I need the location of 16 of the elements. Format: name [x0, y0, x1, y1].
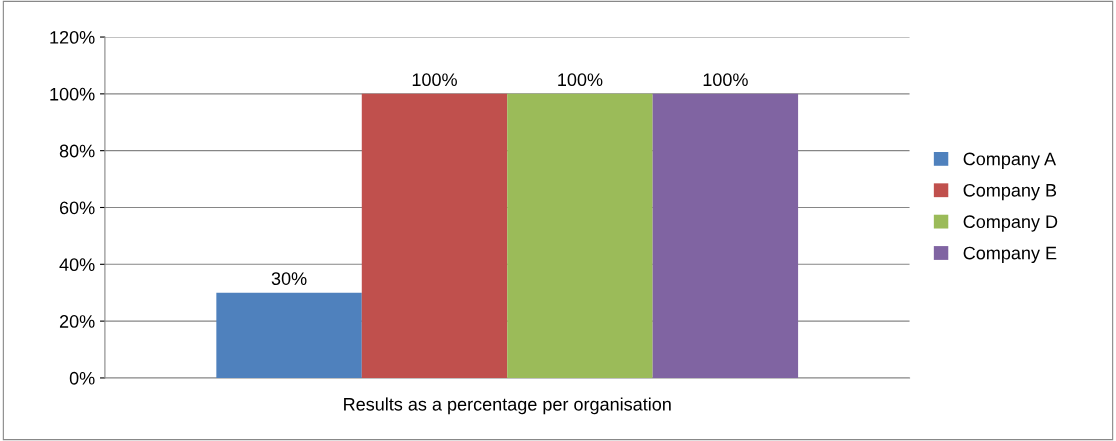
data-label: 100%: [558, 73, 603, 87]
legend-label: Company B: [963, 183, 1057, 201]
x-tick-label: Results as a percentage per organisation: [344, 397, 671, 415]
y-tick-label: 80%: [59, 144, 95, 158]
legend-label: Company A: [963, 152, 1057, 169]
data-label: 30%: [271, 272, 307, 285]
y-tick-label: 0%: [69, 371, 95, 385]
data-label: 100%: [412, 73, 457, 87]
y-tick-label: 20%: [59, 315, 95, 328]
legend-label: Company D: [963, 215, 1058, 232]
data-label: 100%: [703, 73, 748, 87]
y-tick-label: 40%: [59, 258, 95, 272]
legend-label: Company E: [963, 246, 1057, 264]
y-tick-label: 120%: [50, 30, 95, 44]
y-tick-label: 60%: [59, 201, 95, 215]
y-tick-label: 100%: [50, 87, 95, 101]
